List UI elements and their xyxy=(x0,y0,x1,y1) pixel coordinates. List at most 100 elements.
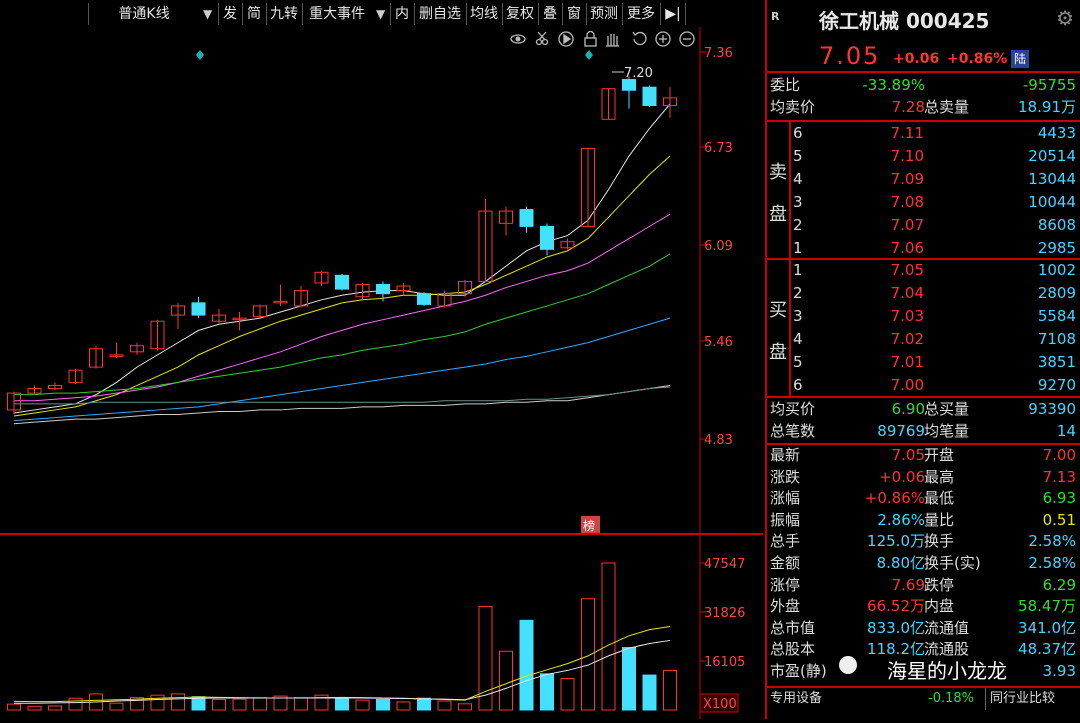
price-tick-label: 7.36 xyxy=(704,46,733,61)
sell-row[interactable]: 6 7.11 4433 xyxy=(767,122,1080,144)
buy-row[interactable]: 4 7.02 7108 xyxy=(767,328,1080,350)
stats-row: 最新 7.05 开盘 7.00 xyxy=(767,445,1080,466)
kline-type-dropdown-icon[interactable]: ▼ xyxy=(203,7,213,21)
sell-row[interactable]: 2 7.07 8608 xyxy=(767,214,1080,236)
kline-type-select[interactable]: 普通K线 xyxy=(88,3,199,25)
window-button[interactable]: 窗 xyxy=(562,3,585,25)
price-tick-label: 6.09 xyxy=(704,239,733,254)
stats-label: 流通值 xyxy=(924,618,970,637)
volume-ma-line xyxy=(13,626,671,703)
buy-volume: 3851 xyxy=(1037,353,1076,371)
sell-price: 7.10 xyxy=(890,147,924,165)
undo-icon[interactable] xyxy=(632,31,647,46)
zoom-in-icon[interactable] xyxy=(655,31,671,47)
volume-tick-label: 47547 xyxy=(704,557,745,572)
buy-price: 7.04 xyxy=(890,284,924,302)
settings-gear-icon[interactable]: ⚙ xyxy=(1056,6,1074,30)
volume-bar xyxy=(478,605,493,711)
sell-row[interactable]: 1 7.06 2985 xyxy=(767,237,1080,259)
sell-row[interactable]: 4 7.09 13044 xyxy=(767,168,1080,190)
buy-row[interactable]: 3 7.03 5584 xyxy=(767,305,1080,327)
adjust-button[interactable]: 复权 xyxy=(502,3,537,25)
tool-fa-button[interactable]: 发 xyxy=(218,3,241,25)
volume-bar xyxy=(253,697,267,711)
stats-value: 3.93 xyxy=(1042,662,1076,680)
weibi-label: 委比 xyxy=(770,76,801,94)
tool-nei-button[interactable]: 内 xyxy=(390,3,413,25)
sell-level: 4 xyxy=(793,170,803,188)
candle-body xyxy=(437,293,452,307)
event-marker-icon[interactable] xyxy=(585,50,593,60)
stats-label: 流通股 xyxy=(924,640,970,659)
candle-body xyxy=(355,284,370,298)
volume-bar xyxy=(663,669,677,711)
major-events-dropdown-icon[interactable]: ▼ xyxy=(376,7,386,21)
candle-body xyxy=(191,302,206,316)
expand-panel-icon[interactable]: ▶| xyxy=(660,3,686,25)
ma-line xyxy=(14,213,671,402)
total-trades-value: 89769 xyxy=(877,422,925,440)
stats-value: 7.69 xyxy=(891,575,925,594)
event-marker-icon[interactable] xyxy=(196,50,204,60)
sell-volume: 13044 xyxy=(1028,170,1076,188)
rank-badge[interactable] xyxy=(581,516,600,533)
weibi-row: 委比 -33.89% -95755 xyxy=(767,74,1080,96)
stats-label: 涨幅 xyxy=(770,489,801,508)
candle-body xyxy=(27,388,42,394)
stats-label: 最高 xyxy=(924,467,955,486)
moving-average-button[interactable]: 均线 xyxy=(466,3,501,25)
avg-sell-label: 均卖价 xyxy=(770,98,816,116)
stats-value: 833.0亿 xyxy=(867,618,925,637)
sell-price: 7.09 xyxy=(890,170,924,188)
buy-row[interactable]: 2 7.04 2809 xyxy=(767,282,1080,304)
hand-icon[interactable] xyxy=(606,34,619,47)
volume-bar xyxy=(581,598,595,711)
sell-book-label: 盘 xyxy=(769,204,787,225)
tool-jiuzhuan-button[interactable]: 九转 xyxy=(266,3,301,25)
major-events-button[interactable]: 重大事件 xyxy=(302,3,371,25)
kline-chart[interactable]: 7.36 6.73 6.09 5.46 4.83 47547 31826 16105 7.2… xyxy=(0,27,763,719)
candle-body xyxy=(642,86,657,107)
forecast-button[interactable]: 预测 xyxy=(586,3,621,25)
industry-footer: 专用设备 -0.18% 同行业比较 xyxy=(767,688,1080,710)
play-icon[interactable] xyxy=(558,31,574,47)
sell-volume: 8608 xyxy=(1037,216,1076,234)
eye-icon[interactable] xyxy=(510,34,526,44)
buy-volume: 9270 xyxy=(1037,376,1076,394)
buy-book-label: 盘 xyxy=(769,342,787,363)
volume-bar xyxy=(68,697,83,711)
volume-bar xyxy=(417,697,431,711)
remove-watchlist-button[interactable]: 删自选 xyxy=(414,3,465,25)
more-button[interactable]: 更多 xyxy=(622,3,659,25)
chart-area: 7.36 6.73 6.09 5.46 4.83 47547 31826 16105 7.2… xyxy=(0,27,763,719)
sell-row[interactable]: 5 7.10 20514 xyxy=(767,145,1080,167)
price-tick-label: 4.83 xyxy=(704,433,733,448)
buy-price: 7.00 xyxy=(890,376,924,394)
stats-value: 6.93 xyxy=(1042,489,1076,508)
scissors-icon[interactable] xyxy=(535,31,549,46)
volume-bar xyxy=(294,697,308,711)
sell-price: 7.08 xyxy=(890,193,924,211)
buy-row[interactable]: 1 7.05 1002 xyxy=(767,259,1080,281)
stats-value: 58.47万 xyxy=(1018,597,1076,616)
buy-row[interactable]: 5 7.01 3851 xyxy=(767,351,1080,373)
lock-icon[interactable] xyxy=(584,30,597,47)
zoom-out-icon[interactable] xyxy=(679,31,695,47)
industry-compare-button[interactable]: 同行业比较 xyxy=(985,688,1055,710)
buy-volume: 7108 xyxy=(1037,330,1076,348)
stats-label: 换手(实) xyxy=(924,554,981,572)
volume-bar xyxy=(150,694,165,711)
sell-row[interactable]: 3 7.08 10044 xyxy=(767,191,1080,213)
buy-row[interactable]: 6 7.00 9270 xyxy=(767,374,1080,396)
volume-tick-label: 31826 xyxy=(704,606,745,621)
overlay-button[interactable]: 叠 xyxy=(538,3,561,25)
price-change-pct: +0.86% xyxy=(947,51,1008,67)
candle-body xyxy=(335,274,349,290)
industry-name[interactable]: 专用设备 xyxy=(770,691,823,706)
buy-price: 7.01 xyxy=(890,353,924,371)
tool-jian-button[interactable]: 简 xyxy=(242,3,265,25)
separator xyxy=(767,443,1080,445)
total-sell-label: 总卖量 xyxy=(924,98,970,116)
watermark: 海星的小龙龙 xyxy=(887,659,1007,683)
stock-title: 徐工机械 000425 xyxy=(819,9,990,33)
